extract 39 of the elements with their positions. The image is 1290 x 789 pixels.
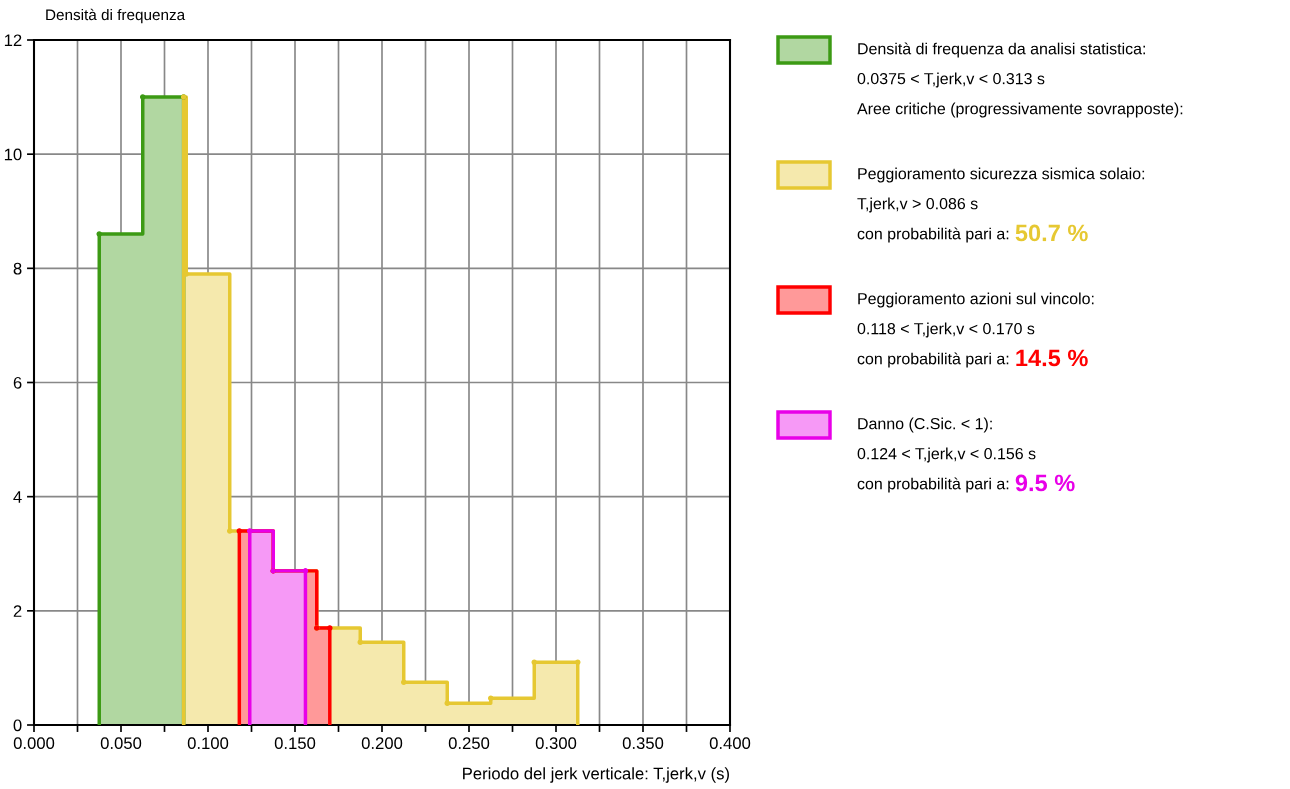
point [226,528,233,534]
x-tick-label: 0.150 [274,737,316,750]
y-tick-label: 12 [4,34,22,47]
x-tick-label: 0.050 [100,737,142,750]
y-tick-label: 4 [13,491,22,503]
y-tick-label: 10 [4,148,22,161]
y-tick-label: 6 [13,376,22,389]
x-tick-label: 0.400 [709,737,751,750]
point [139,94,146,100]
x-tick-label: 0.200 [361,737,403,750]
point [487,695,494,701]
y-axis-title: Densità di frequenza [46,8,186,24]
point [246,528,253,534]
y-tick-label: 0 [13,719,22,732]
x-tick-label: 0.250 [448,737,490,750]
text: 50.7 % [1015,224,1088,242]
text: con probabilità pari a: [857,352,1009,368]
point [302,568,309,574]
text: con probabilità pari a: [857,477,1009,493]
point [327,625,333,631]
y-tick-label: 2 [13,605,22,617]
x-tick-label: 0.100 [187,737,229,750]
point [444,700,451,707]
x-tick-label: 0.000 [13,737,55,750]
legend-label: Densità di frequenza da analisi statistica: 0.0375 < T,jerk,v < 0.313 s [857,42,1145,88]
y-tick-label: 8 [13,262,22,275]
x-tick-label: 0.350 [622,737,664,750]
point [357,639,364,646]
point [531,659,538,665]
point [96,231,103,237]
text: Aree critiche (progressivamente sovrapposte): [857,102,1183,118]
text: 14.5 % [1016,349,1088,367]
x-tick-label: 0.300 [535,737,577,750]
point [574,659,581,665]
text: 9.5 % [1015,474,1075,492]
point [236,528,243,534]
x-axis-title: Periodo del jerk verticale: T,jerk,v (s) [463,767,729,783]
text: con probabilità pari a: [857,227,1009,243]
point [400,679,407,685]
